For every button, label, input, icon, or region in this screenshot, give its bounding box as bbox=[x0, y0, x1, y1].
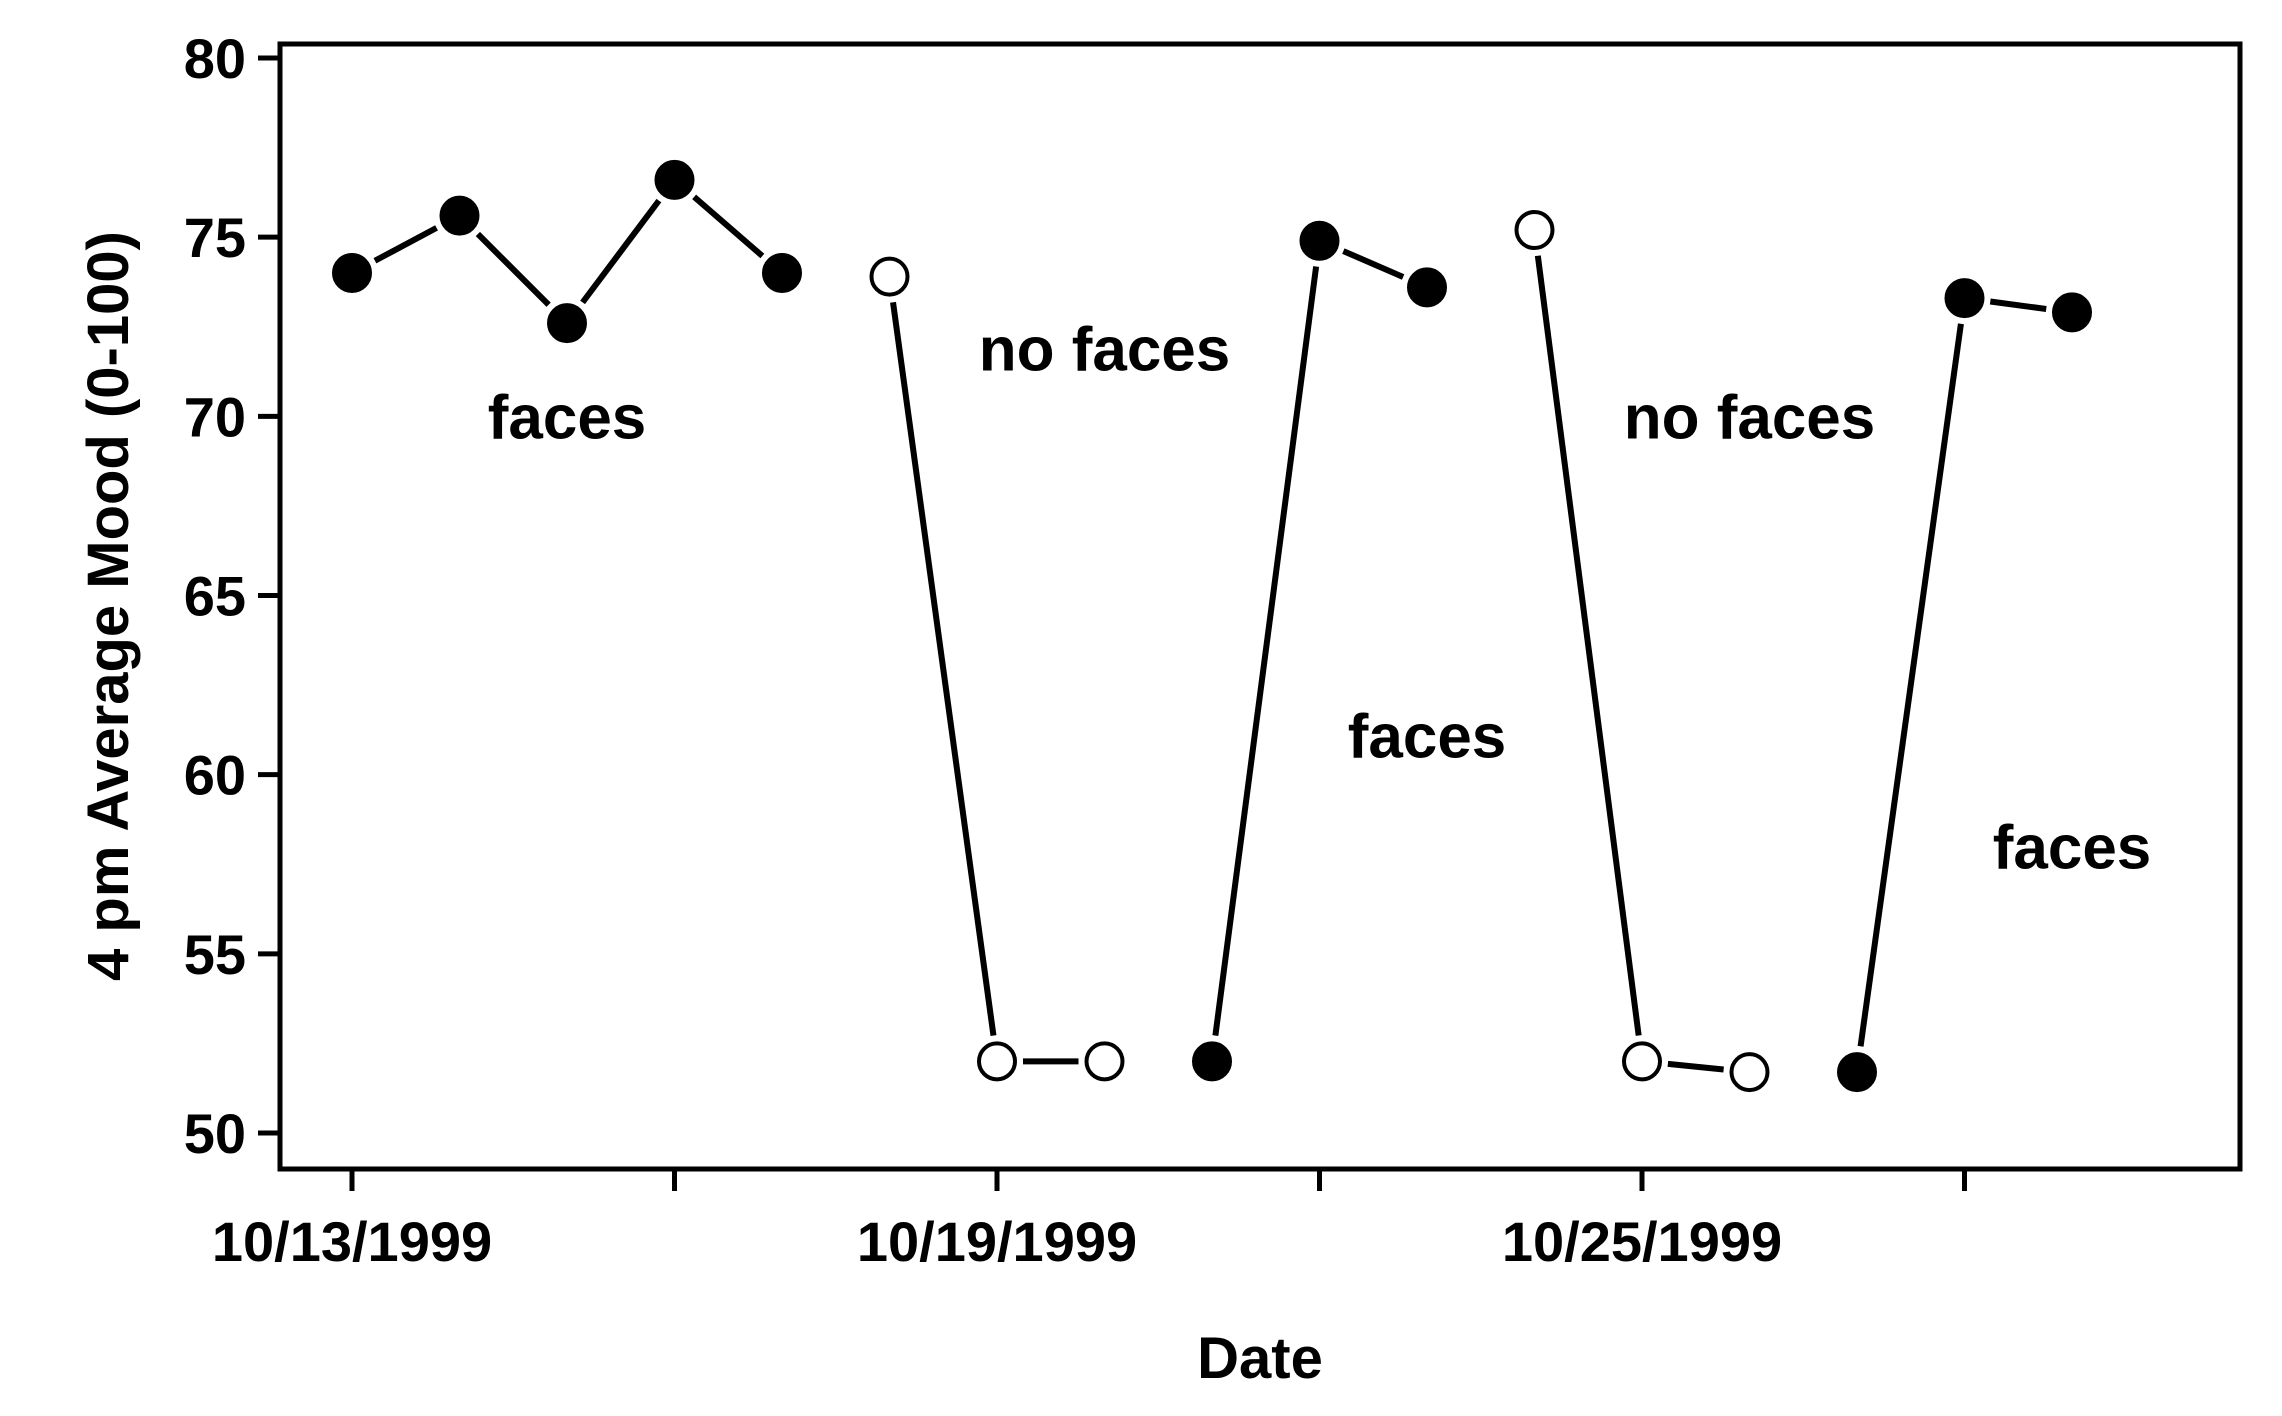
x-tick-label: 10/25/1999 bbox=[1502, 1210, 1782, 1273]
faces-data-point bbox=[762, 253, 802, 293]
series-segment-line bbox=[475, 231, 551, 307]
faces-data-point bbox=[1299, 220, 1340, 261]
x-tick-label: 10/19/1999 bbox=[857, 1210, 1137, 1273]
condition-annotation: no faces bbox=[979, 315, 1231, 384]
series-segment-line bbox=[1989, 298, 2047, 312]
no-faces-data-point bbox=[869, 256, 910, 297]
faces-data-point bbox=[547, 303, 587, 344]
y-tick-label: 65 bbox=[184, 565, 246, 628]
faces-data-point bbox=[1407, 267, 1447, 308]
y-axis-title: 4 pm Average Mood (0-100) bbox=[76, 231, 141, 981]
no-faces-data-point bbox=[1514, 210, 1555, 250]
condition-annotation: faces bbox=[1993, 813, 2152, 882]
no-faces-data-point bbox=[1084, 1041, 1125, 1082]
x-axis-title: Date bbox=[1197, 1326, 1323, 1391]
series-segment-line bbox=[1857, 323, 1964, 1047]
condition-annotation: no faces bbox=[1624, 383, 1876, 452]
series-points bbox=[332, 159, 2092, 1093]
plot-frame bbox=[277, 41, 2243, 1172]
x-axis: 10/13/1999 10/19/1999 10/25/1999 bbox=[212, 1169, 1967, 1273]
faces-data-point bbox=[2052, 292, 2092, 333]
x-tick-label: 10/13/1999 bbox=[212, 1210, 492, 1273]
faces-data-point bbox=[332, 253, 372, 293]
condition-annotation: faces bbox=[488, 383, 647, 452]
faces-data-point bbox=[654, 159, 695, 200]
series-segment-line bbox=[692, 194, 765, 259]
no-faces-data-point bbox=[1729, 1052, 1770, 1093]
y-tick-label: 75 bbox=[184, 206, 246, 269]
faces-data-point bbox=[1944, 278, 1985, 319]
y-tick-label: 70 bbox=[184, 385, 246, 448]
faces-data-point bbox=[1837, 1052, 1877, 1093]
annotations: faces no faces faces no faces faces bbox=[488, 315, 2152, 882]
y-tick-label: 55 bbox=[184, 923, 246, 986]
no-faces-data-point bbox=[977, 1041, 1017, 1082]
y-tick-label: 60 bbox=[184, 744, 246, 807]
y-axis: 50 55 60 65 70 75 80 bbox=[184, 27, 280, 1165]
series-segment-line bbox=[1212, 266, 1320, 1036]
y-tick-label: 80 bbox=[184, 27, 246, 90]
y-tick-label: 50 bbox=[184, 1102, 246, 1165]
series-segment-line bbox=[890, 301, 997, 1036]
series-segment-line bbox=[1342, 248, 1405, 280]
no-faces-data-point bbox=[1622, 1041, 1662, 1082]
condition-annotation: faces bbox=[1348, 702, 1507, 771]
series-segment-line bbox=[580, 198, 662, 305]
series-segment-line bbox=[373, 225, 438, 264]
faces-data-point bbox=[1192, 1041, 1232, 1082]
series-segment-line bbox=[1534, 255, 1642, 1036]
series-lines bbox=[373, 194, 2047, 1073]
faces-data-point bbox=[439, 195, 480, 236]
series-segment-line bbox=[1667, 1060, 1724, 1073]
